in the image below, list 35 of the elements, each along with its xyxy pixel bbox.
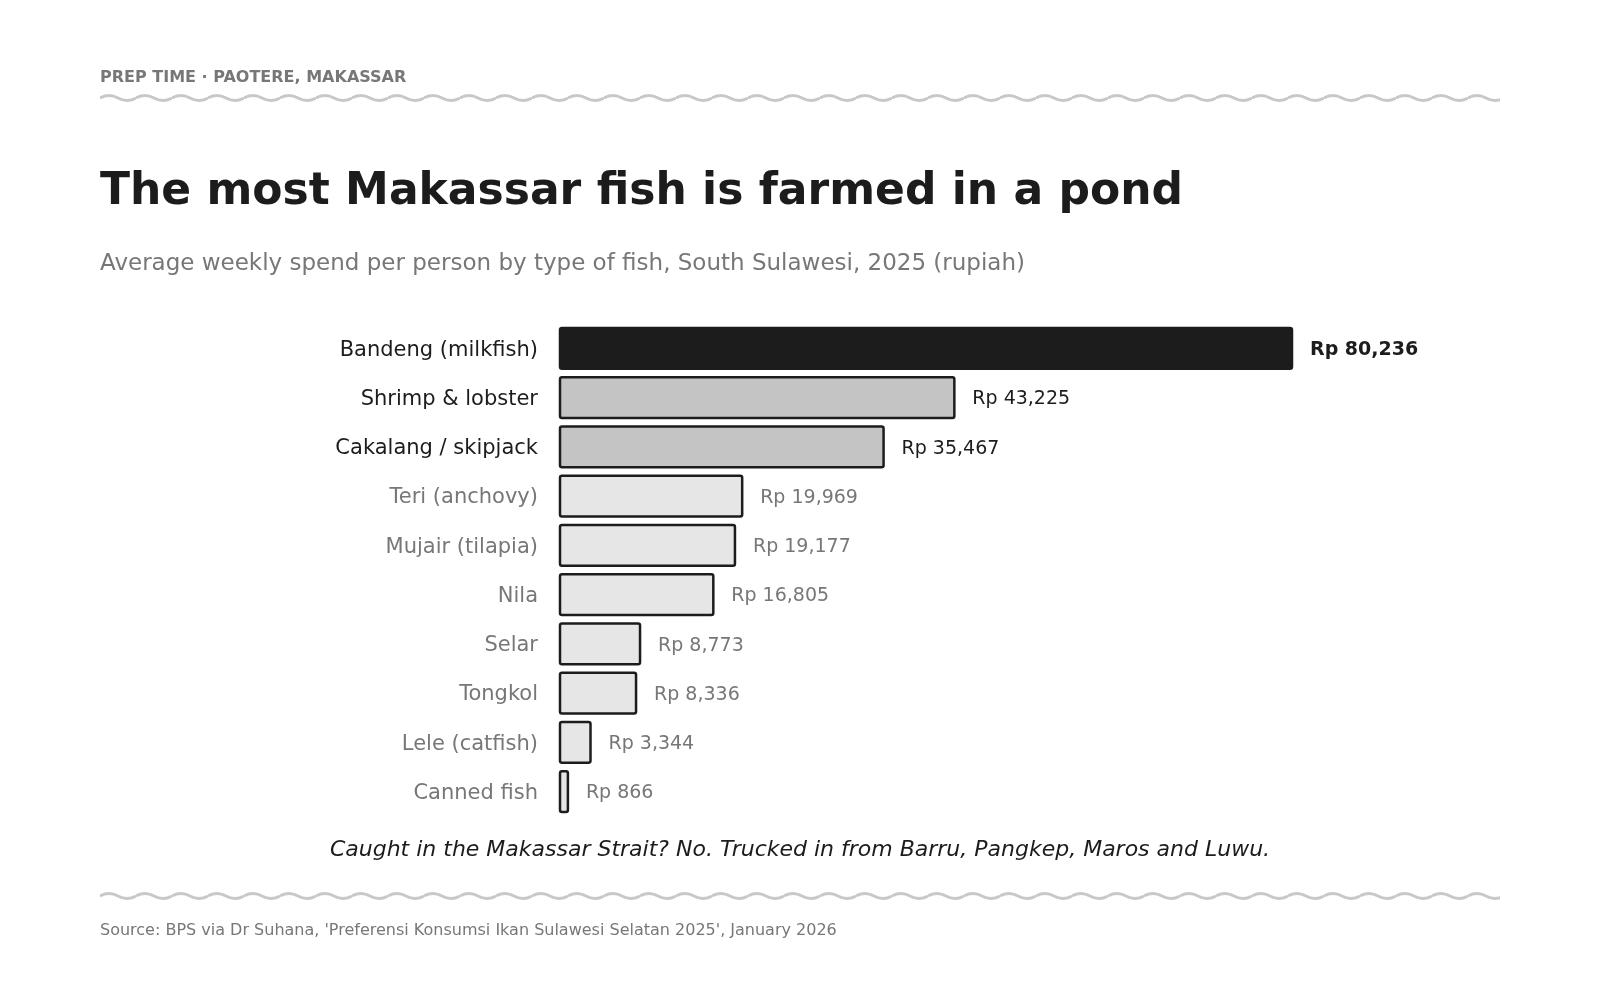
y-tick-label: Mujair (tilapia): [385, 533, 538, 558]
data-label: Rp 866: [585, 780, 654, 803]
chart-subtitle: Average weekly spend per person by type of fish, South Sulawesi, 2025 (rupiah): [100, 249, 1026, 275]
text: PREP TIME · PAOTERE, MAKASSAR: [100, 67, 407, 86]
data-label: Rp 35,467: [901, 435, 1000, 458]
y-tick-label: Canned fish: [413, 779, 538, 804]
data-label: Rp 80,236: [1310, 337, 1419, 360]
bar: [558, 671, 638, 715]
y-tick-label: Shrimp & lobster: [360, 386, 539, 411]
bar: [558, 769, 570, 814]
data-label: Rp 8,773: [658, 632, 744, 655]
data-label: Rp 19,177: [752, 534, 851, 557]
bar: [558, 326, 1294, 371]
y-tick-label: Cakalang / skipjack: [335, 435, 539, 460]
data-label: Rp 19,969: [760, 484, 858, 507]
data-label: Rp 3,344: [608, 730, 695, 753]
y-tick-label: Lele (catfish): [401, 730, 538, 755]
source-note: Source: BPS via Dr Suhana, 'Preferensi Konsumsi Ikan Sulawesi Selatan 2025', January 2026: [100, 920, 837, 939]
bar: [558, 523, 737, 568]
bar: [558, 425, 885, 469]
bar: [558, 720, 592, 765]
data-label: Rp 16,805: [731, 583, 830, 606]
data-label: Rp 43,225: [972, 386, 1071, 409]
data-label: Rp 8,336: [654, 681, 740, 704]
bar: [558, 572, 715, 617]
y-tick-label: Bandeng (milkfish): [339, 336, 538, 361]
bar: [558, 622, 642, 666]
text: Caught in the Makassar Strait? No. Trucked in from Barru, Pangkep, Maros and Luwu.: [329, 836, 1271, 861]
y-tick-label: Selar: [484, 632, 539, 657]
bar: [558, 474, 744, 518]
bar: [558, 375, 956, 420]
y-tick-label: Nila: [497, 582, 538, 607]
y-tick-label: Teri (anchovy): [388, 484, 538, 509]
y-tick-label: Tongkol: [458, 681, 538, 706]
chart-title: The most Makassar fish is farmed in a pond: [100, 163, 1183, 214]
